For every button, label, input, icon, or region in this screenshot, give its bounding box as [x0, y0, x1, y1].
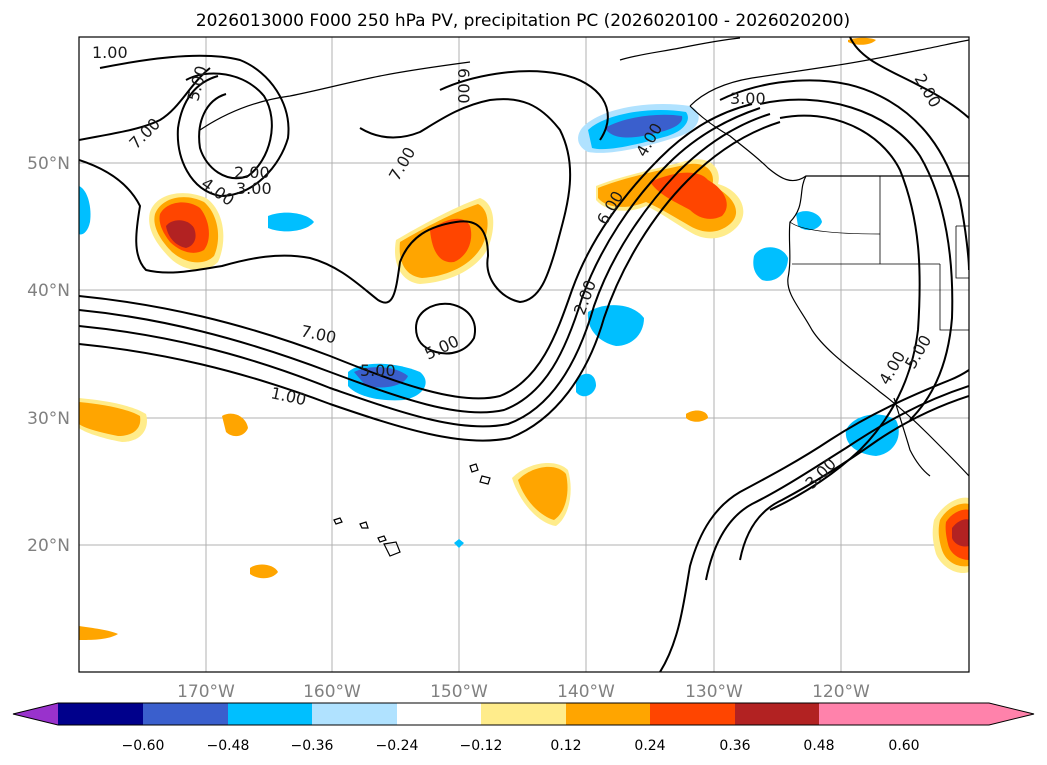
pos-anomaly-small-3: [686, 410, 708, 422]
colorbar-swatch: [58, 703, 143, 725]
pos-anomaly-top-edge: [848, 37, 876, 45]
precip-shading: [79, 37, 969, 640]
pv-contours: [79, 37, 969, 672]
coastlines: [199, 37, 969, 557]
colorbar-swatch: [481, 703, 566, 725]
pos-anomaly-central-pacific-core: [430, 218, 472, 263]
lon-label-140w: 140°W: [557, 682, 615, 702]
colorbar-swatch: [397, 703, 481, 725]
contour-label: 5.00: [360, 361, 396, 380]
lat-label-40n: 40°N: [27, 281, 70, 301]
lat-label-50n: 50°N: [27, 154, 70, 174]
lon-label-170w: 170°W: [177, 682, 235, 702]
neg-anomaly-140w: [587, 305, 644, 346]
small-islands: [469, 463, 491, 485]
pv-contour-trough-1: [769, 114, 921, 511]
colorbar-tick-label: 0.48: [803, 738, 834, 754]
colorbar-tick-label: −0.12: [460, 738, 503, 754]
pv-contour-ridge-1: [659, 369, 969, 672]
pv-contour-upper-inner: [185, 72, 273, 179]
contour-label: 3.00: [236, 179, 272, 198]
hawaii: [333, 517, 401, 557]
map-frame: [78, 36, 970, 673]
colorbar-swatch: [735, 703, 819, 725]
colorbar-tick-label: 0.36: [719, 738, 750, 754]
colorbar-tick-label: −0.24: [376, 738, 419, 754]
colorbar-tick-label: −0.36: [291, 738, 334, 754]
colorbar-tick-label: 0.12: [550, 738, 581, 754]
us-state-borders: [789, 175, 969, 331]
pv-contour-5-closed: [415, 302, 476, 355]
pos-anomaly-west-pacific-core: [166, 220, 196, 248]
neg-anomaly-tiny: [454, 539, 464, 548]
contour-label: 1.00: [92, 43, 128, 62]
neg-anomaly-subtropical-core: [354, 367, 408, 388]
colorbar-swatch: [819, 703, 904, 725]
colorbar-tick-label: −0.60: [122, 738, 165, 754]
map-panel: 1.00 7.00 5.00 2.00 4.00 3.00 6.00 7.00 …: [78, 36, 970, 673]
neg-anomaly-small-2: [576, 373, 596, 397]
colorbar-tick-label: 0.60: [888, 738, 919, 754]
colorbar-extend-high: [904, 703, 1034, 725]
lon-label-120w: 120°W: [812, 682, 870, 702]
alaska-coast: [689, 39, 969, 107]
pos-anomaly-small-2: [250, 564, 278, 579]
lon-label-150w: 150°W: [430, 682, 488, 702]
aleutians-east: [619, 37, 741, 61]
longitude-labels: 170°W 160°W 150°W 140°W 130°W 120°W: [177, 682, 870, 702]
pv-contour-trough-2: [759, 98, 954, 421]
neg-anomaly-gulf-alaska-core: [605, 114, 683, 138]
colorbar-outline: [12, 702, 1035, 726]
contour-label: 3.00: [730, 89, 766, 108]
aleutian-chain: [199, 61, 471, 131]
neg-anomaly-small-3: [796, 211, 822, 231]
neg-anomaly-small-1: [268, 212, 314, 232]
bc-coast: [689, 105, 807, 182]
pv-contour-upper-loop: [99, 54, 290, 197]
colorbar-swatch: [650, 703, 735, 725]
colorbar: −0.60 −0.48 −0.36 −0.24 −0.12 0.12 0.24 …: [12, 702, 1035, 754]
contour-label: 6.00: [454, 68, 473, 104]
colorbar-swatch: [143, 703, 228, 725]
pv-contour-7-loop: [79, 98, 572, 304]
map-title: 2026013000 F000 250 hPa PV, precipitatio…: [196, 11, 850, 31]
pv-contour-trough-3: [719, 79, 969, 271]
pv-contour-upper-left: [79, 67, 211, 141]
pos-anomaly-left-edge-south: [79, 626, 118, 640]
pv-contour-1: [79, 103, 753, 400]
pv-contour-3: [79, 113, 771, 428]
colorbar-swatch: [312, 703, 397, 725]
colorbar-tick-label: 0.24: [634, 738, 665, 754]
contour-label: 2.00: [234, 163, 270, 182]
colorbar-swatch: [566, 703, 650, 725]
lon-label-130w: 130°W: [685, 682, 743, 702]
pv-contour-upper-mid: [439, 70, 609, 141]
colorbar-tick-label: −0.48: [207, 738, 250, 754]
latitude-labels: 50°N 40°N 30°N 20°N: [27, 154, 70, 556]
pos-anomaly-mexico-core: [952, 519, 969, 547]
neg-anomaly-left-edge: [79, 186, 91, 235]
lat-label-20n: 20°N: [27, 536, 70, 556]
neg-anomaly-california-coast: [753, 247, 788, 281]
lon-label-160w: 160°W: [303, 682, 361, 702]
pv-contour-ridge-2: [705, 385, 969, 581]
political-borders: [789, 175, 969, 331]
colorbar-ticks: −0.60 −0.48 −0.36 −0.24 −0.12 0.12 0.24 …: [122, 738, 920, 754]
colorbar-extend-low: [13, 703, 58, 725]
pv-contour-ridge-3: [739, 395, 969, 561]
pos-anomaly-left-edge-mid: [79, 402, 141, 436]
map-background: [79, 37, 969, 672]
pv-contour-2-ne: [849, 37, 969, 119]
pv-contour-4: [79, 121, 781, 442]
pos-anomaly-subtropical-mid: [518, 466, 568, 520]
lat-label-30n: 30°N: [27, 409, 70, 429]
pv-contour-2: [79, 107, 761, 414]
colorbar-swatch: [228, 703, 312, 725]
pos-anomaly-ne-pacific-core: [650, 172, 727, 219]
pos-anomaly-small-1: [222, 413, 248, 437]
